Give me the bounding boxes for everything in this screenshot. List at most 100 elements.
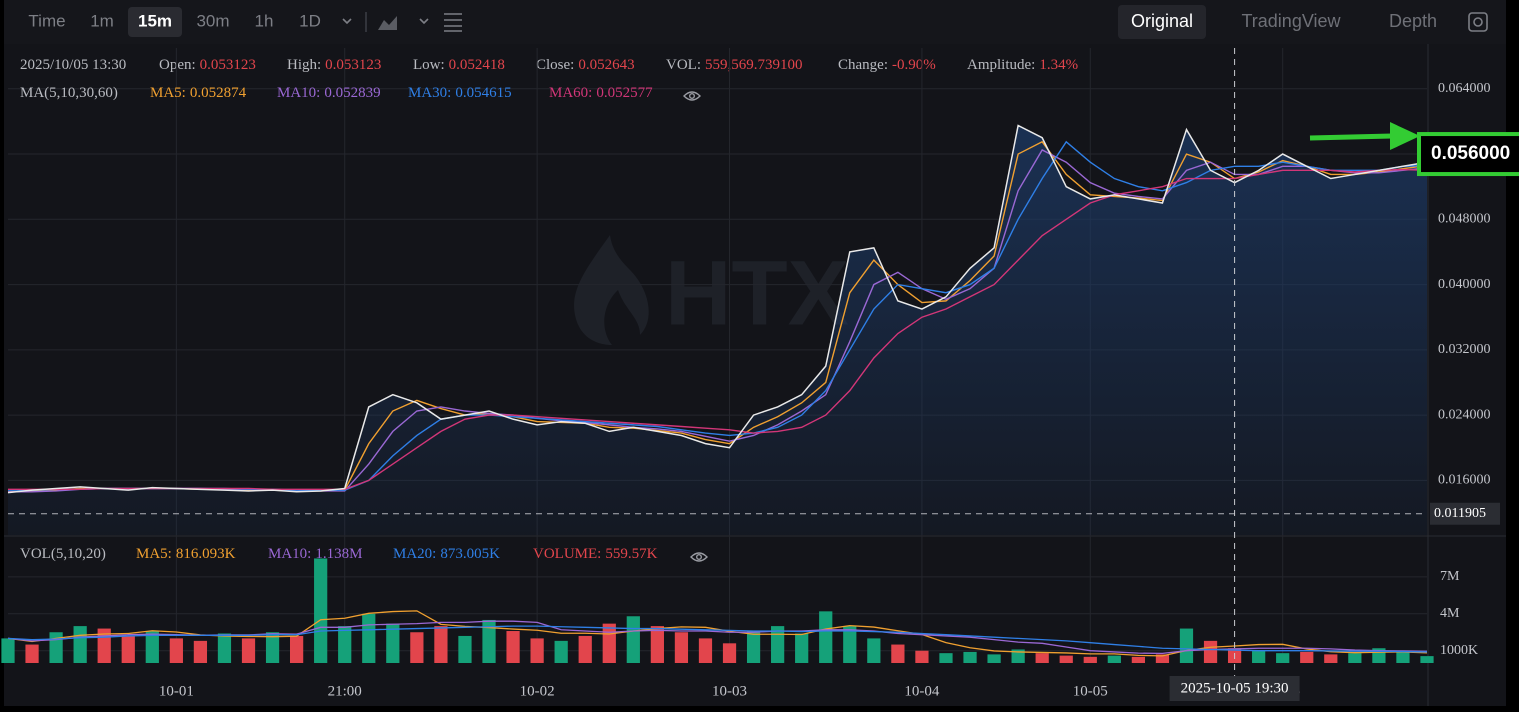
y-tick-label: 0.032000 bbox=[1438, 342, 1491, 357]
last-price-box bbox=[1430, 502, 1500, 525]
volume-bar bbox=[73, 626, 87, 663]
highlight-arrowhead bbox=[1390, 122, 1420, 151]
field-label: Open: bbox=[159, 57, 196, 73]
vol-legend: VOL(5,10,20) MA5: 816.093K MA10: 1.138M MA20:… bbox=[20, 546, 658, 562]
legend-value: 0.052839 bbox=[324, 85, 380, 101]
volume-bar bbox=[338, 626, 352, 663]
volume-bar bbox=[554, 640, 568, 663]
legend-title: MA(5,10,30,60) bbox=[20, 85, 118, 101]
highlight-label: 0.056000 bbox=[1431, 143, 1510, 164]
y-tick-label: 0.016000 bbox=[1438, 473, 1491, 488]
volume-bar bbox=[265, 632, 280, 663]
highlight-arrow bbox=[1309, 133, 1393, 141]
x-tick-label: 10-01 bbox=[159, 683, 194, 699]
volume-bar bbox=[698, 638, 713, 663]
view-tab[interactable]: TradingView bbox=[1241, 11, 1341, 31]
field-value: -0.90% bbox=[892, 57, 936, 73]
y-tick-label: 1000K bbox=[1440, 643, 1478, 658]
y-tick-label: 4M bbox=[1440, 606, 1460, 621]
volume-bar bbox=[289, 635, 304, 663]
x-tick-label: 10-03 bbox=[712, 683, 747, 699]
volume-bar bbox=[891, 644, 905, 663]
volume-bar bbox=[362, 613, 376, 663]
watermark: HTX bbox=[665, 242, 849, 344]
y-tick-label: 0.064000 bbox=[1438, 81, 1491, 96]
interval-tab[interactable]: 1D bbox=[299, 11, 321, 30]
highlight-box bbox=[1417, 132, 1519, 177]
field-label: Change: bbox=[838, 57, 888, 73]
volume-bar bbox=[1, 638, 15, 663]
y-tick-label: 0.040000 bbox=[1438, 277, 1491, 292]
volume-bar bbox=[1252, 650, 1266, 663]
interval-tab[interactable]: 30m bbox=[196, 11, 229, 30]
legend-name: MA60: bbox=[549, 85, 592, 101]
interval-tab[interactable]: 15m bbox=[138, 11, 172, 30]
field-label: High: bbox=[287, 57, 321, 73]
volume-bar bbox=[1035, 653, 1049, 663]
volume-bar bbox=[1396, 651, 1410, 663]
volume-bar bbox=[650, 626, 664, 663]
interval-tab[interactable]: 1m bbox=[90, 11, 114, 30]
view-tab[interactable]: Depth bbox=[1389, 11, 1437, 31]
volume-bar bbox=[867, 638, 881, 663]
field-value: 0.052643 bbox=[578, 57, 634, 73]
volume-bar bbox=[602, 623, 616, 663]
legend-title: VOL(5,10,20) bbox=[20, 546, 106, 562]
volume-bar bbox=[1059, 655, 1073, 663]
legend-value: 873.005K bbox=[440, 546, 500, 562]
volume-bar bbox=[25, 644, 39, 663]
volume-bar bbox=[145, 631, 159, 663]
volume-bar bbox=[1300, 651, 1314, 663]
legend-name: VOLUME: bbox=[533, 546, 601, 562]
volume-bar bbox=[1348, 653, 1362, 663]
volume-bar bbox=[49, 632, 63, 663]
volume-bar bbox=[193, 640, 208, 663]
toolbar-icons bbox=[342, 12, 1488, 32]
legend-value: 1.138M bbox=[315, 546, 362, 562]
price-area bbox=[8, 125, 1427, 535]
volume-bar bbox=[386, 623, 400, 663]
interval-tab[interactable]: 1h bbox=[255, 11, 274, 30]
legend-name: MA5: bbox=[150, 85, 186, 101]
y-tick-label: 0.048000 bbox=[1438, 212, 1491, 227]
volume-bar bbox=[746, 631, 761, 663]
volume-bar bbox=[1276, 653, 1290, 663]
selected-view-bg bbox=[1118, 5, 1206, 39]
field-value: 0.052418 bbox=[449, 57, 505, 73]
interval-tab[interactable]: Time bbox=[28, 11, 65, 30]
field-value: 1.34% bbox=[1039, 57, 1078, 73]
y-tick-label: 0.024000 bbox=[1438, 407, 1491, 422]
volume-bar bbox=[987, 654, 1001, 663]
view-tab[interactable]: Original bbox=[1131, 11, 1193, 31]
ma-legend: MA(5,10,30,60) MA5: 0.052874 MA10: 0.052839 M… bbox=[20, 85, 653, 101]
field-value: 0.053123 bbox=[200, 57, 256, 73]
volume-bar bbox=[1155, 654, 1170, 663]
volume-bar bbox=[771, 626, 785, 663]
volume-bar bbox=[1203, 640, 1218, 663]
volume-bar bbox=[434, 626, 448, 663]
legend-name: MA5: bbox=[136, 546, 172, 562]
field-value: 0.053123 bbox=[325, 57, 381, 73]
volume-ma-line bbox=[7, 625, 1428, 653]
selected-tab-bg bbox=[128, 7, 182, 37]
volume-bar bbox=[121, 635, 135, 663]
x-tick-label: 10-04 bbox=[904, 683, 939, 699]
volume-bar bbox=[169, 638, 183, 663]
volume-bar bbox=[314, 558, 328, 663]
field-label: Amplitude: bbox=[967, 57, 1035, 73]
legend-name: MA10: bbox=[268, 546, 311, 562]
field-label: Close: bbox=[536, 57, 574, 73]
y-tick-label: 7M bbox=[1440, 569, 1460, 584]
volume-bar bbox=[241, 638, 256, 663]
date: 2025/10/05 13:30 bbox=[20, 57, 126, 73]
ohlc-info: 2025/10/05 13:30 Open: 0.053123 High: 0.0531… bbox=[20, 57, 1078, 73]
crosshair-label-bg bbox=[1169, 676, 1300, 701]
volume-bar bbox=[674, 632, 689, 663]
ma-line bbox=[8, 168, 1428, 491]
volume-bar bbox=[1011, 649, 1025, 663]
legend-name: MA10: bbox=[277, 85, 320, 101]
volume-bar bbox=[410, 632, 424, 663]
x-tick-label: 21:00 bbox=[328, 683, 362, 699]
field-label: Low: bbox=[413, 57, 445, 73]
